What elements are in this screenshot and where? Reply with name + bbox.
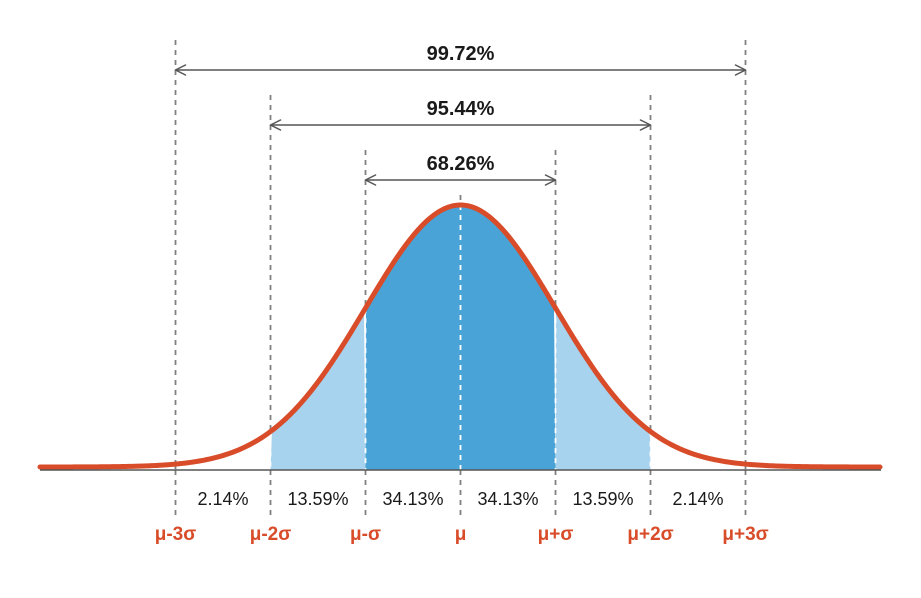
segment-label-2: 34.13% [382, 489, 443, 509]
range-arrow-0: 99.72% [176, 43, 746, 75]
normal-distribution-chart: 99.72% 95.44% 68.26% 2.14% 13.59% 34.13% 34.13… [0, 0, 921, 598]
range-arrow-1: 95.44% [271, 98, 651, 130]
axis-label-sigma3: μ+3σ [722, 524, 768, 545]
range-arrow-2: 68.26% [366, 153, 556, 185]
axis-label-sigma2: μ+2σ [627, 524, 673, 545]
axis-label-sigma0: μ [455, 524, 467, 545]
axis-label-sigma-2: μ-2σ [250, 524, 292, 545]
range-label-1: 95.44% [427, 98, 495, 120]
segment-label-4: 13.59% [572, 489, 633, 509]
segment-label-1: 13.59% [287, 489, 348, 509]
axis-label-sigma1: μ+σ [538, 524, 574, 545]
range-label-2: 68.26% [427, 153, 495, 175]
segment-label-3: 34.13% [477, 489, 538, 509]
range-label-0: 99.72% [427, 43, 495, 65]
axis-label-sigma-3: μ-3σ [155, 524, 197, 545]
segment-label-0: 2.14% [197, 489, 248, 509]
segment-label-5: 2.14% [672, 489, 723, 509]
axis-label-sigma-1: μ-σ [350, 524, 381, 545]
